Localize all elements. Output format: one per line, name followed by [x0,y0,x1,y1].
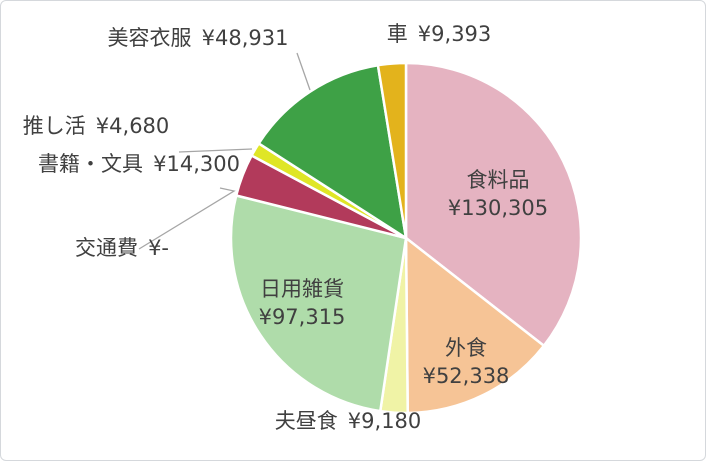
label-husband-lunch-value: ¥9,180 [347,409,422,433]
label-fan-activities-value: ¥4,680 [95,114,170,138]
label-transport-value: ¥- [148,236,170,260]
label-fan-activities: 推し活 ¥4,680 [23,112,170,140]
label-books-stationery-name: 書籍・文具 [38,152,144,176]
pie-slice-beauty-clothing[interactable] [257,64,408,240]
pie-slice-car[interactable] [376,61,408,240]
label-beauty-clothing-name: 美容衣服 [107,26,192,50]
leader-line-transport [138,187,236,250]
label-dining-out-value: ¥52,338 [422,364,510,388]
label-beauty-clothing-value: ¥48,931 [201,26,289,50]
leader-line-fan-activities [178,148,253,153]
pie-slice-daily-goods[interactable] [229,194,408,413]
label-transport-name: 交通費 [74,236,138,260]
label-food-value: ¥130,305 [447,196,549,220]
label-husband-lunch-name: 夫昼食 [274,409,338,433]
pie-slice-food[interactable] [404,61,583,348]
label-dining-out-name: 外食 [445,336,487,360]
label-fan-activities-name: 推し活 [22,114,86,138]
label-food: 食料品 ¥130,305 [448,166,548,222]
label-books-stationery-value: ¥14,300 [153,152,240,176]
label-food-name: 食料品 [466,168,530,192]
label-daily-goods-value: ¥97,315 [258,305,346,329]
label-dining-out: 外食 ¥52,338 [423,334,510,390]
pie-slice-dining-out[interactable] [404,236,546,415]
label-husband-lunch: 夫昼食 ¥9,180 [275,407,422,435]
label-daily-goods-name: 日用雑貨 [260,277,344,301]
label-car: 車 ¥9,393 [387,20,492,48]
label-beauty-clothing: 美容衣服 ¥48,931 [108,24,289,52]
label-car-value: ¥9,393 [417,22,492,46]
label-daily-goods: 日用雑貨 ¥97,315 [259,275,346,331]
label-books-stationery: 書籍・文具 ¥14,300 [38,150,240,178]
leader-line-beauty-clothing [296,52,311,91]
label-transport: 交通費 ¥- [75,234,169,262]
label-car-name: 車 [386,22,408,46]
